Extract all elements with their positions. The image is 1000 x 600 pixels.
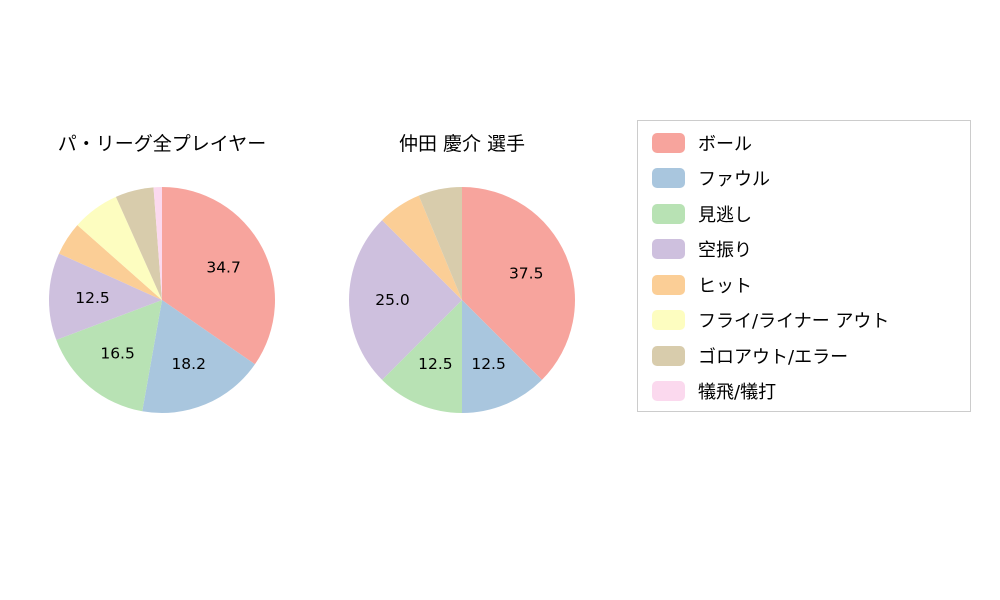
pie-slice-value-label: 16.5: [100, 345, 135, 363]
legend-item-label: ゴロアウト/エラー: [698, 346, 849, 368]
legend-swatch-icon: [652, 345, 685, 366]
pie-slice-3: [49, 253, 162, 340]
legend-item-4: ヒット: [638, 267, 970, 303]
legend-item-2: 見逃し: [638, 196, 970, 232]
pie-chart-player-nakata-keisuke: 37.5 12.5 12.5 25.0: [349, 187, 575, 413]
legend-item-label: フライ/ライナー アウト: [698, 311, 890, 333]
pie-slice-5: [77, 196, 162, 300]
pie-slice-4: [382, 195, 462, 300]
legend-item-1: ファウル: [638, 161, 970, 197]
pie-slice-value-label: 25.0: [375, 291, 410, 309]
legend-item-label: ボール: [698, 133, 752, 155]
pie-title-league-all-players: パ・リーグ全プレイヤー: [57, 133, 267, 155]
legend-item-label: ファウル: [698, 169, 770, 191]
legend-swatch-icon: [652, 132, 685, 153]
legend-swatch-icon: [652, 203, 685, 224]
pie-slice-2: [382, 300, 462, 413]
pie-slice-value-label: 12.5: [75, 289, 110, 307]
pie-slice-3: [349, 220, 462, 380]
pie-slice-value-label: 12.5: [418, 355, 453, 373]
legend-swatch-icon: [652, 310, 685, 331]
pie-slice-7: [153, 187, 162, 300]
pie-title-player-nakata-keisuke: 仲田 慶介 選手: [398, 133, 526, 155]
pie-slice-4: [58, 225, 162, 300]
pie-slice-0: [462, 187, 575, 380]
legend-swatch-icon: [652, 381, 685, 402]
legend-item-7: 犠飛/犠打: [638, 374, 970, 410]
pie-slice-0: [162, 187, 276, 365]
pie-slice-value-label: 34.7: [206, 259, 241, 277]
legend-item-6: ゴロアウト/エラー: [638, 338, 970, 374]
pie-slice-value-label: 12.5: [471, 355, 506, 373]
legend-item-5: フライ/ライナー アウト: [638, 303, 970, 339]
legend-item-3: 空振り: [638, 232, 970, 268]
pie-slice-1: [142, 300, 255, 413]
pie-slice-5: [418, 187, 462, 300]
pie-slice-value-label: 37.5: [509, 264, 544, 282]
legend-swatch-icon: [652, 239, 685, 260]
legend-swatch-icon: [652, 274, 685, 295]
pie-slice-2: [56, 300, 162, 412]
pie-slice-1: [462, 300, 542, 413]
pie-chart-league-all-players: 34.7 18.2 16.5 12.5: [49, 187, 276, 413]
legend-item-0: ボール: [638, 125, 970, 161]
legend-swatch-icon: [652, 168, 685, 189]
pie-slice-value-label: 18.2: [171, 355, 206, 373]
legend-item-label: 犠飛/犠打: [698, 382, 777, 404]
legend: ボールファウル見逃し空振りヒットフライ/ライナー アウト ゴロアウト/エラー 犠飛/…: [637, 120, 971, 412]
pie-slice-6: [115, 187, 162, 300]
legend-item-label: 見逃し: [698, 204, 752, 226]
legend-item-label: 空振り: [698, 240, 752, 262]
legend-item-label: ヒット: [698, 275, 752, 297]
